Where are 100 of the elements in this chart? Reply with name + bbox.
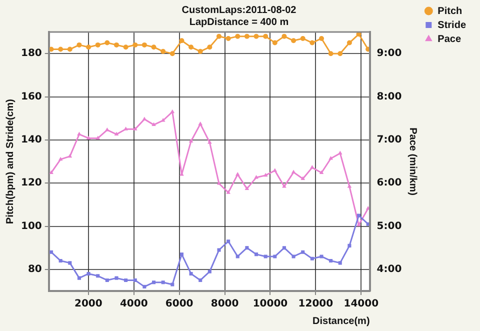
point [208,270,212,274]
point [189,272,193,276]
point [244,34,250,39]
point [282,184,286,188]
y-tick-label: 120 [21,178,42,189]
point [77,276,81,280]
y2-tick-label: 4:00 [376,264,402,276]
point [301,250,305,254]
point [310,40,315,46]
point [310,256,314,260]
legend-label: Pace [438,34,462,45]
legend-label: Pitch [438,6,462,17]
point [328,51,334,56]
point [282,246,286,250]
point [96,136,100,140]
point [198,48,203,54]
point [132,126,138,130]
point [67,46,72,52]
x-tick-label: 8000 [210,298,239,310]
chart-subtitle: LapDistance = 400 m [189,16,289,28]
point [58,156,63,161]
point [114,42,119,48]
point [77,132,82,136]
x-tick-label: 14000 [344,298,379,310]
point [264,254,268,258]
y2-tick-label: 6:00 [376,178,402,189]
point [68,154,72,158]
point [152,280,156,284]
point [124,126,128,130]
point [170,282,174,286]
point [208,140,212,144]
point [366,206,370,210]
chart-title: CustomLaps:2011-08-02 [182,4,297,16]
point [300,36,306,41]
point [161,280,165,284]
point [356,214,361,218]
point [104,40,110,46]
point [152,122,156,126]
y-axis-title: Pitch(bpm) and Stride(cm) [4,98,16,224]
point [180,252,184,256]
point [58,46,64,52]
point [86,44,92,50]
point [170,51,175,56]
point [318,36,324,41]
y-tick-label: 80 [28,264,42,276]
point [235,172,240,176]
point [329,259,333,263]
point [347,184,352,188]
point [291,38,296,44]
point [105,278,109,282]
point [95,42,100,48]
point [245,246,249,250]
point [226,36,231,41]
y2-tick-label: 8:00 [376,91,402,102]
point [319,170,324,174]
point [86,272,90,276]
point [188,44,194,50]
point [263,172,268,177]
point [142,284,146,288]
y-tick-label: 180 [21,48,42,60]
y2-axis-title: Pace (min/km) [406,128,418,196]
point [338,261,342,265]
y2-tick-label: 5:00 [376,220,402,232]
point [86,136,91,140]
point [114,276,118,280]
point [49,170,54,174]
point [226,240,230,244]
y2-tick-label: 9:00 [376,48,402,60]
point [254,252,258,256]
point [254,34,259,39]
x-tick-label: 6000 [165,298,194,310]
point [300,176,306,180]
point [151,44,156,50]
legend-label: Stride [438,20,466,31]
point [346,40,352,46]
point [133,278,137,282]
y2-tick-label: 7:00 [376,134,402,146]
point [291,170,296,174]
point [123,44,128,50]
point [132,42,138,48]
point [273,254,277,258]
x-tick-label: 12000 [298,298,334,310]
point [254,174,258,179]
point [124,278,128,282]
y-tick-label: 100 [21,220,42,232]
point [58,259,62,263]
point [338,51,343,56]
point [198,121,203,126]
x-tick-label: 10000 [252,298,288,310]
point [207,44,212,50]
point [244,186,250,190]
point [226,190,230,194]
point [49,250,54,254]
x-tick-label: 4000 [120,298,148,310]
point [179,38,184,44]
point [320,254,324,258]
point [216,181,222,185]
point [282,34,287,39]
point [114,132,119,136]
point [198,278,202,282]
